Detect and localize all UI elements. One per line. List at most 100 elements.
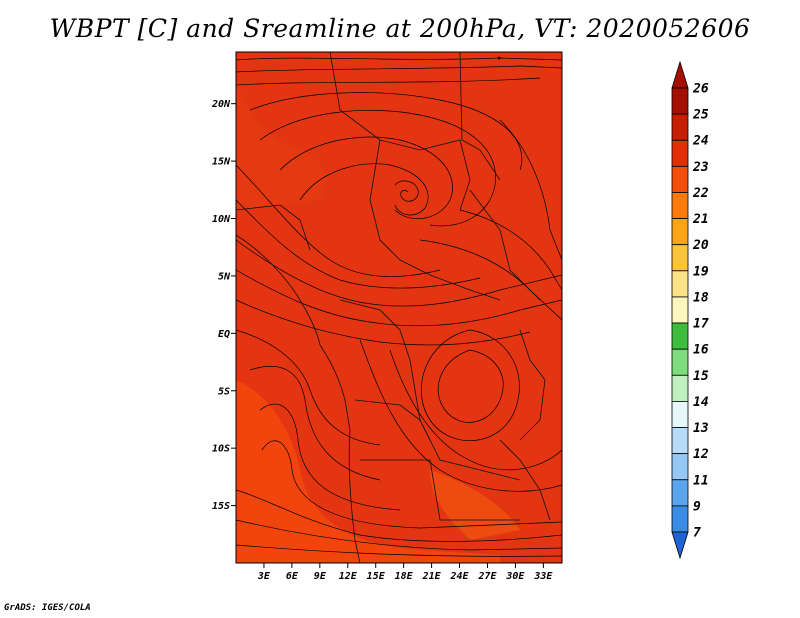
streamline (236, 56, 562, 61)
colorbar-label: 19 (693, 264, 709, 279)
colorbar-label: 20 (692, 238, 709, 253)
streamline (236, 77, 541, 86)
lat-tick-label: 20N (211, 99, 231, 110)
lon-tick-label: 12E (339, 571, 358, 582)
lon-tick-label: 33E (533, 571, 553, 582)
lon-tick-label: 15E (367, 571, 386, 582)
streamline (299, 163, 429, 216)
colorbar-swatch (671, 270, 689, 298)
border (236, 204, 311, 251)
border (519, 329, 546, 441)
streamline (394, 180, 419, 202)
border (399, 259, 501, 301)
streamline (236, 269, 562, 327)
colorbar-label: 16 (693, 343, 709, 358)
streamline (459, 209, 562, 291)
colorbar-label: 25 (692, 108, 709, 123)
streamline (236, 544, 562, 557)
streamline (236, 65, 562, 73)
colorbar-label: 7 (693, 526, 701, 541)
lat-tick-label: 15S (212, 501, 230, 512)
streamline (236, 199, 481, 289)
colorbar-swatch (671, 139, 689, 167)
streamline (236, 299, 531, 346)
streamline (236, 164, 441, 277)
streamline (236, 329, 381, 446)
colorbar-label: 26 (692, 82, 709, 97)
colorbar-label: 11 (693, 473, 709, 488)
colorbar-swatch (671, 296, 689, 324)
colorbar: 26 25 24 23 22 21 20 19 18 17 16 15 14 13 12 11 9 7 (671, 60, 709, 560)
colorbar-swatch (671, 322, 689, 350)
streamline (421, 329, 520, 441)
lat-tick-label: 10S (212, 444, 230, 455)
border (360, 459, 520, 521)
streamline (261, 440, 562, 529)
colorbar-top-arrow (671, 60, 689, 89)
lon-tick-label: 9E (314, 571, 327, 582)
lon-tick-label: 21E (422, 571, 442, 582)
border (459, 52, 501, 181)
footer-credit: GrADS: IGES/COLA (4, 603, 91, 613)
latitude-axis: 20N 15N 10N 5N EQ 5S 10S 15S (211, 99, 236, 512)
colorbar-swatch (671, 87, 689, 115)
colorbar-swatch (671, 505, 689, 533)
streamline (259, 403, 401, 511)
colorbar-label: 22 (692, 186, 709, 201)
border (499, 439, 551, 521)
colorbar-label: 13 (693, 421, 709, 436)
border (329, 52, 471, 211)
colorbar-swatch (671, 192, 689, 219)
colorbar-label: 24 (692, 134, 709, 149)
lon-tick-label: 27E (477, 571, 497, 582)
border (409, 359, 521, 481)
map-frame (235, 51, 563, 564)
lon-tick-label: 30E (505, 571, 525, 582)
lon-tick-label: 24E (450, 571, 470, 582)
streamline (499, 119, 562, 261)
colorbar-label: 14 (693, 395, 709, 410)
colorbar-label: 15 (693, 369, 709, 384)
lon-tick-label: 6E (286, 571, 299, 582)
colorbar-swatch (671, 401, 689, 428)
border (469, 189, 541, 301)
colorbar-label: 17 (693, 317, 709, 332)
colorbar-label: 9 (693, 499, 701, 514)
streamline (259, 109, 496, 227)
wbpt-field (236, 52, 562, 563)
lon-tick-label: 18E (395, 571, 414, 582)
colorbar-swatch (671, 374, 689, 402)
streamline (236, 519, 562, 551)
lat-tick-label: 5S (218, 386, 230, 397)
colorbar-label: 12 (693, 447, 709, 462)
colorbar-swatch (671, 348, 689, 376)
colorbar-swatch (671, 453, 689, 481)
coastline (236, 234, 361, 563)
streamline (249, 92, 523, 171)
colorbar-swatch (671, 218, 689, 246)
streamline (389, 349, 562, 471)
colorbar-swatch (671, 113, 689, 141)
lat-tick-label: 15N (212, 157, 231, 168)
streamline (359, 339, 562, 492)
streamline (279, 136, 453, 219)
lat-tick-label: 5N (218, 271, 231, 282)
streamline (437, 349, 504, 423)
colorbar-label: 21 (692, 212, 709, 227)
longitude-axis: 3E 6E 9E 12E 15E 18E 21E 24E 27E 30E 33E (257, 563, 553, 582)
colorbar-swatch (671, 427, 689, 455)
streamline (236, 489, 562, 542)
colorbar-swatch (671, 479, 689, 507)
boundaries (236, 52, 551, 563)
colorbar-label: 23 (692, 160, 709, 175)
streamline (249, 366, 381, 481)
colorbar-bottom-arrow (671, 531, 689, 560)
colorbar-swatch (671, 244, 689, 272)
border (369, 139, 401, 261)
lat-tick-label: 10N (212, 214, 231, 225)
streamlines (236, 56, 562, 557)
colorbar-label: 18 (693, 290, 709, 305)
map-title: WBPT [C] and Sreamline at 200hPa, VT: 20… (49, 14, 751, 43)
colorbar-swatch (671, 165, 689, 193)
